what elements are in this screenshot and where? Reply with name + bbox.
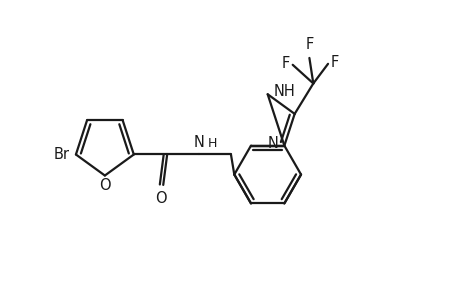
Text: NH: NH: [273, 84, 295, 99]
Text: Br: Br: [54, 147, 70, 162]
Text: N: N: [193, 135, 204, 150]
Text: O: O: [99, 178, 111, 193]
Text: N: N: [267, 136, 278, 151]
Text: H: H: [207, 136, 216, 150]
Text: F: F: [330, 55, 338, 70]
Text: O: O: [155, 191, 166, 206]
Text: F: F: [281, 56, 290, 71]
Text: F: F: [305, 37, 313, 52]
